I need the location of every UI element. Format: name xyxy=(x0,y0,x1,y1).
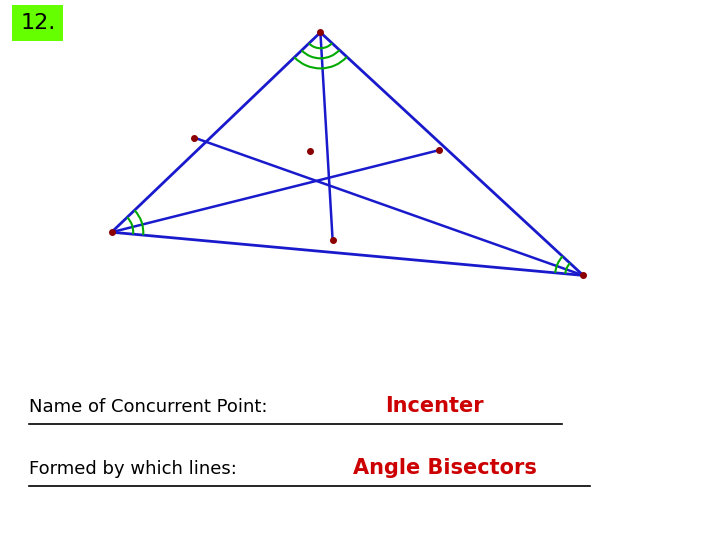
Text: 12.: 12. xyxy=(20,13,55,33)
Text: Formed by which lines:: Formed by which lines: xyxy=(29,460,243,478)
Text: Angle Bisectors: Angle Bisectors xyxy=(353,458,536,478)
Text: Name of Concurrent Point:: Name of Concurrent Point: xyxy=(29,398,273,416)
Text: Incenter: Incenter xyxy=(385,396,484,416)
